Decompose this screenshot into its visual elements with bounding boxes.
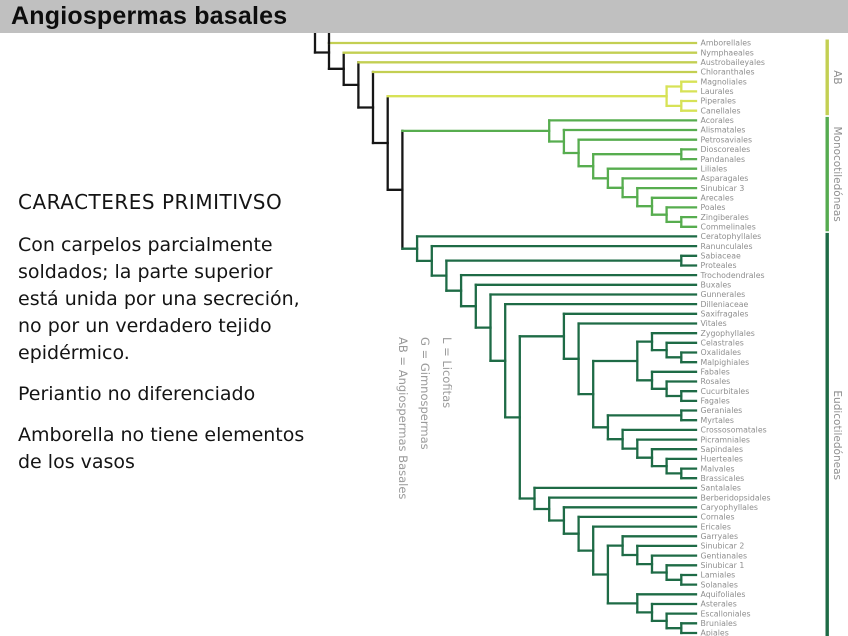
clade-bar-label: Eudicotiledóneas xyxy=(831,390,843,480)
notes-heading: CARACTERES PRIMITIVSO xyxy=(18,190,283,214)
taxon-label: Asparagales xyxy=(701,174,749,183)
taxon-label: Apiales xyxy=(701,629,729,636)
taxon-label: Arecales xyxy=(701,194,734,203)
taxon-label: Santalales xyxy=(701,484,741,493)
notes-panel: CARACTERES PRIMITIVSO Con carpelos parci… xyxy=(18,190,353,490)
taxon-label: Geraniales xyxy=(701,406,743,415)
taxon-label: Celastrales xyxy=(701,339,744,348)
clade-bar-label: AB xyxy=(831,70,843,84)
taxon-label: Acorales xyxy=(701,116,734,125)
notes-paragraph-amborella: Amborella no tiene elementos de los vaso… xyxy=(18,424,305,473)
taxon-label: Buxales xyxy=(701,281,732,290)
clade-bar-label: Monocotiledóneas xyxy=(831,126,843,221)
clade-bar xyxy=(825,39,829,116)
legend-rotated-text: AB = Angiospermas Basales xyxy=(396,337,410,499)
taxon-label: Cucurbitales xyxy=(701,387,750,396)
taxon-label: Austrobaileyales xyxy=(701,58,765,67)
taxon-label: Zingiberales xyxy=(701,213,749,222)
taxon-label: Vitales xyxy=(701,319,727,328)
legend-rotated-text: L = Licofitas xyxy=(440,337,454,408)
taxon-label: Dilleniaceae xyxy=(701,300,749,309)
taxon-label: Picramniales xyxy=(701,435,750,444)
taxon-label: Lamiales xyxy=(701,571,736,580)
taxon-label: Brassicales xyxy=(701,474,745,483)
taxon-label: Gentianales xyxy=(701,551,748,560)
taxon-label: Sinubicar 3 xyxy=(701,184,745,193)
taxon-label: Trochodendrales xyxy=(700,271,765,280)
taxon-label: Liliales xyxy=(701,164,728,173)
taxon-label: Proteales xyxy=(701,261,737,270)
taxon-label: Malvales xyxy=(701,464,735,473)
taxon-label: Nymphaeales xyxy=(701,48,754,57)
legend-rotated-text: G = Gimnospermas xyxy=(418,337,432,450)
taxon-label: Fabales xyxy=(701,368,730,377)
taxon-label: Saxifragales xyxy=(701,310,749,319)
taxon-label: Ranunculales xyxy=(701,242,753,251)
taxon-label: Alismatales xyxy=(701,126,746,135)
taxon-label: Sinubicar 2 xyxy=(701,542,745,551)
taxon-label: Cornales xyxy=(701,513,735,522)
taxon-label: Sinubicar 1 xyxy=(701,561,745,570)
taxon-label: Aquifoliales xyxy=(701,590,746,599)
taxon-label: Gunnerales xyxy=(701,290,746,299)
taxon-label: Myrtales xyxy=(701,416,734,425)
taxon-label: Rosales xyxy=(701,377,731,386)
title-bar: Angiospermas basales xyxy=(0,0,848,33)
notes-paragraph-carpels: Con carpelos parcialmente soldados; la p… xyxy=(18,234,300,364)
taxon-label: Dioscoreales xyxy=(701,145,751,154)
taxon-label: Pandanales xyxy=(701,155,746,164)
taxon-label: Malpighiales xyxy=(701,358,750,367)
taxon-label: Ericales xyxy=(701,522,731,531)
taxon-label: Zygophyllales xyxy=(701,329,755,338)
clade-bar xyxy=(825,232,829,636)
taxon-label: Caryophyllales xyxy=(701,503,758,512)
taxon-label: Ceratophyllales xyxy=(701,232,762,241)
taxon-label: Chloranthales xyxy=(701,68,755,77)
taxon-label: Sapindales xyxy=(701,445,744,454)
taxon-label: Fagales xyxy=(701,397,730,406)
taxon-label: Crossosomatales xyxy=(701,426,767,435)
taxon-label: Poales xyxy=(701,203,726,212)
notes-paragraph-perianth: Periantio no diferenciado xyxy=(18,383,256,405)
taxon-label: Piperales xyxy=(701,97,736,106)
taxon-label: Canellales xyxy=(701,106,741,115)
taxon-label: Petrosaviales xyxy=(701,135,753,144)
taxon-label: Laurales xyxy=(701,87,734,96)
taxon-label: Commelinales xyxy=(701,223,756,232)
taxon-label: Amborellales xyxy=(701,39,752,48)
taxon-label: Huerteales xyxy=(701,455,743,464)
slide-title: Angiospermas basales xyxy=(11,2,288,30)
taxon-label: Sabiaceae xyxy=(701,252,741,261)
clade-bar xyxy=(825,116,829,232)
taxon-label: Solanales xyxy=(701,580,738,589)
taxon-label: Berberidopsidales xyxy=(701,493,771,502)
taxon-label: Oxalidales xyxy=(701,348,742,357)
taxon-label: Bruniales xyxy=(701,619,737,628)
taxon-label: Garryales xyxy=(701,532,739,541)
taxon-label: Escalloniales xyxy=(701,609,751,618)
taxon-label: Magnoliales xyxy=(701,77,747,86)
taxon-label: Asterales xyxy=(701,600,737,609)
